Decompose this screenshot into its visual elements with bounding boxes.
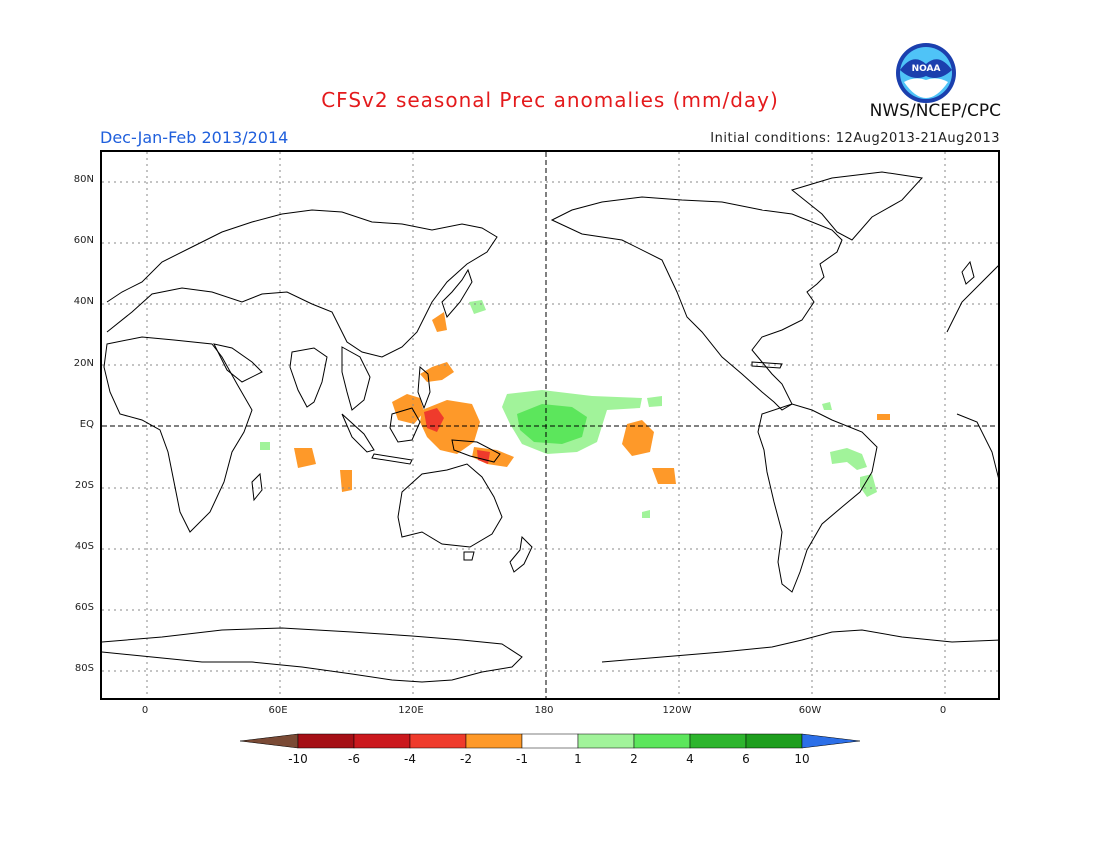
lat-label: 80S: [74, 663, 94, 674]
atlantic-wet: [822, 402, 832, 410]
antarctica-coast-west: [601, 629, 998, 663]
lat-label: EQ: [79, 419, 94, 430]
central-pacific-wet-core: [517, 404, 587, 444]
colorbar-label: 4: [686, 752, 694, 766]
colorbar-segment: [465, 733, 523, 749]
colorbar-label: 1: [574, 752, 582, 766]
japan-wet: [469, 300, 486, 314]
java-coast: [371, 453, 413, 465]
se-asia-coast: [341, 346, 371, 411]
colorbar-label: -4: [404, 752, 416, 766]
colorbar-segment: [689, 733, 747, 749]
north-america-coast: [550, 196, 843, 411]
colorbar-segment: [745, 733, 803, 749]
philippines-coast: [417, 365, 431, 410]
initial-conditions: Initial conditions: 12Aug2013-21Aug2013: [710, 131, 1000, 146]
south-pacific-dry: [622, 420, 654, 456]
lon-label: 120W: [662, 705, 692, 716]
lon-label: 0: [141, 705, 149, 716]
forecast-period: Dec-Jan-Feb 2013/2014: [100, 128, 289, 147]
lon-label: 120E: [398, 705, 424, 716]
svg-text:NOAA: NOAA: [912, 64, 941, 74]
map-canvas: [102, 152, 998, 698]
colorbar-segment: [577, 733, 635, 749]
new-zealand-coast: [509, 535, 533, 573]
colorbar-segment: [240, 733, 299, 749]
atlantic-dry: [877, 414, 890, 420]
colorbar-label: -10: [288, 752, 308, 766]
india-coast: [289, 347, 328, 408]
europe-east-edge: [946, 265, 998, 333]
cuba-coast: [751, 361, 783, 369]
tasmania-coast: [463, 551, 475, 561]
lon-label: 180: [534, 705, 554, 716]
new-guinea-coast: [451, 439, 501, 463]
colorbar-segment: [633, 733, 691, 749]
pacific-wet-small: [642, 510, 650, 518]
world-map: [100, 150, 1000, 700]
australia-coast: [397, 463, 503, 548]
japan-coast: [441, 268, 473, 318]
chart-title: CFSv2 seasonal Prec anomalies (mm/day): [321, 88, 779, 112]
lon-label: 60W: [798, 705, 822, 716]
africa-east-edge: [956, 413, 998, 479]
colorbar-segment: [353, 733, 411, 749]
colorbar-label: 10: [794, 752, 810, 766]
colorbar-label: 6: [742, 752, 750, 766]
antarctica-coast: [102, 627, 523, 683]
greenland-coast: [790, 171, 923, 241]
colorbar-segment: [409, 733, 467, 749]
colorbar-segment: [801, 733, 860, 749]
south-america-coast: [757, 403, 878, 593]
borneo-coast: [389, 407, 421, 443]
graticule: [102, 152, 998, 698]
sumatra-coast: [341, 413, 375, 453]
indian-ocean-dry-2: [340, 470, 352, 492]
madagascar-coast: [251, 472, 263, 502]
coastlines: [102, 171, 998, 683]
colorbar-label: -2: [460, 752, 472, 766]
indian-ocean-wet: [260, 442, 270, 450]
japan-dry: [432, 312, 447, 332]
noaa-logo-icon: NOAA: [896, 43, 956, 103]
lat-label: 60N: [73, 235, 94, 246]
lon-label: 0: [939, 705, 947, 716]
central-pacific-wet-east: [647, 396, 662, 407]
eurasia-coast: [106, 209, 498, 358]
south-america-wet: [830, 448, 867, 470]
south-america-wet: [860, 474, 877, 497]
colorbar: [240, 733, 860, 749]
new-guinea-strong-dry: [477, 450, 490, 464]
colorbar-label: -1: [516, 752, 528, 766]
lat-label: 20S: [74, 480, 94, 491]
agency-label: NWS/NCEP/CPC: [869, 101, 1001, 121]
indian-ocean-dry: [294, 448, 316, 468]
lat-label: 60S: [74, 602, 94, 613]
lon-label: 60E: [268, 705, 288, 716]
lat-label: 40S: [74, 541, 94, 552]
colorbar-label: -6: [348, 752, 360, 766]
africa-coast: [103, 336, 253, 533]
colorbar-segment: [297, 733, 355, 749]
colorbar-segment: [521, 733, 579, 749]
south-pacific-dry-2: [652, 468, 676, 484]
anomaly-shading: [260, 300, 890, 518]
colorbar-label: 2: [630, 752, 638, 766]
lat-label: 40N: [73, 296, 94, 307]
lat-label: 80N: [73, 174, 94, 185]
arabia-coast: [213, 343, 263, 383]
uk-coast: [961, 260, 975, 285]
lat-label: 20N: [73, 358, 94, 369]
